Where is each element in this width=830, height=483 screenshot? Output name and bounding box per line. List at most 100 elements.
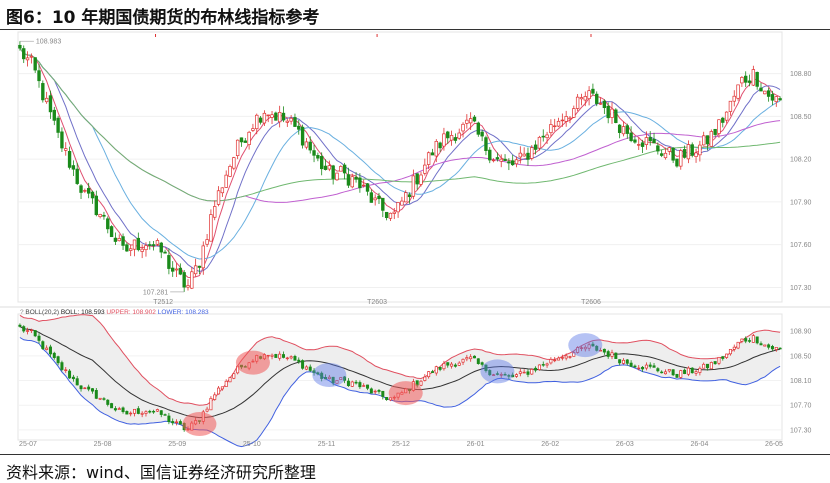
candle-body [526,152,530,160]
candle-body [224,174,228,188]
sub-candle-body [18,324,22,327]
candle-body [495,157,500,160]
contract-label: T2606 [581,299,601,306]
candle-body [266,114,270,117]
sub-candle-body [140,412,144,415]
candle-body [129,248,133,251]
sub-candle-body [614,352,618,359]
candle-body [346,174,351,186]
candle-body [335,172,339,181]
source-note: 资料来源：wind、国信证券经济研究所整理 [6,463,316,482]
sub-candle-body [228,377,232,383]
candle-body [308,141,312,151]
candle-body [90,191,95,199]
candle-body [602,100,607,109]
sub-candle-body [37,335,41,341]
sub-candle-body [281,354,285,358]
sub-candle-body [159,410,163,415]
sub-candle-body [572,352,576,357]
sub-candle-body [220,386,224,390]
x-tick-label: 25-11 [318,441,335,448]
sub-candle-body [671,369,675,376]
candle-body [270,114,274,118]
candle-body [216,190,221,205]
sub-candle-body [621,359,625,364]
sub-candle-body [205,408,209,412]
candle-body [759,87,763,92]
sub-candle-body [45,347,49,350]
candle-body [434,140,438,157]
candle-body [167,255,171,269]
sub-candle-body [362,385,366,387]
sub-y-tick-label: 108.90 [790,329,812,336]
x-tick-label: 26-04 [690,441,708,448]
candle-body [472,116,477,122]
sub-candle-body [446,362,450,366]
sub-candle-body [293,355,297,361]
candle-body [587,90,591,100]
candle-body [304,141,309,148]
candle-body [232,157,236,169]
candle-body [511,160,515,166]
candle-body [713,128,717,135]
legend-prefix: BOLL(20,2) [25,309,60,316]
title-rule [0,29,830,30]
sub-candle-body [133,408,137,414]
candle-body [541,135,545,138]
legend-help-icon: ? [20,309,25,316]
sub-candle-body [553,359,557,362]
sub-candle-body [568,356,572,358]
sub-candle-body [26,330,30,332]
ma-line-ma10 [19,47,781,272]
candle-body [461,123,465,132]
candle-body [614,109,618,123]
candle-body [174,268,179,271]
candle-body [465,119,469,124]
main-y-tick-label: 108.20 [790,157,812,164]
candle-body [530,147,534,159]
candle-body [514,159,519,165]
candle-body [109,226,114,238]
sub-plot-frame [17,313,783,441]
sub-candle-body [526,371,530,375]
sub-candle-body [748,340,752,342]
candle-body [724,111,729,121]
sub-y-tick-label: 108.10 [790,378,812,385]
candle-body [606,105,610,119]
candle-body [644,137,649,145]
sub-candle-body [304,366,308,370]
candle-body [591,88,595,94]
sub-candle-body [427,371,431,378]
sub-candle-body [469,356,473,360]
sub-y-tick-label: 108.50 [790,353,812,360]
sub-candle-body [327,376,331,380]
candle-body [136,237,141,251]
sub-candle-body [106,399,110,405]
sub-candle-body [434,366,438,374]
sub-candle-body [499,374,503,376]
sub-candle-body [423,376,427,381]
sub-candle-body [587,344,591,349]
sub-candle-body [60,362,64,370]
candle-body [438,142,442,149]
sub-candle-body [518,371,522,374]
candle-body [102,214,106,217]
candle-body [453,137,458,141]
candle-body [702,135,706,146]
candle-body [178,267,183,275]
candle-body [67,151,72,168]
sub-candle-body [602,348,606,353]
candle-body [736,84,740,99]
sub-candle-body [450,363,454,367]
sub-candle-body [274,354,278,358]
sub-candle-body [675,373,679,378]
sub-candle-body [732,346,736,350]
sub-candle-body [68,370,72,379]
sub-candle-body [480,362,484,365]
sub-candle-body [71,376,75,380]
min-price-label: 107.281 [143,289,168,296]
x-tick-label: 26-01 [467,441,485,448]
main-plot-frame [17,31,783,303]
sub-candle-body [136,408,140,414]
candle-body [22,48,26,60]
